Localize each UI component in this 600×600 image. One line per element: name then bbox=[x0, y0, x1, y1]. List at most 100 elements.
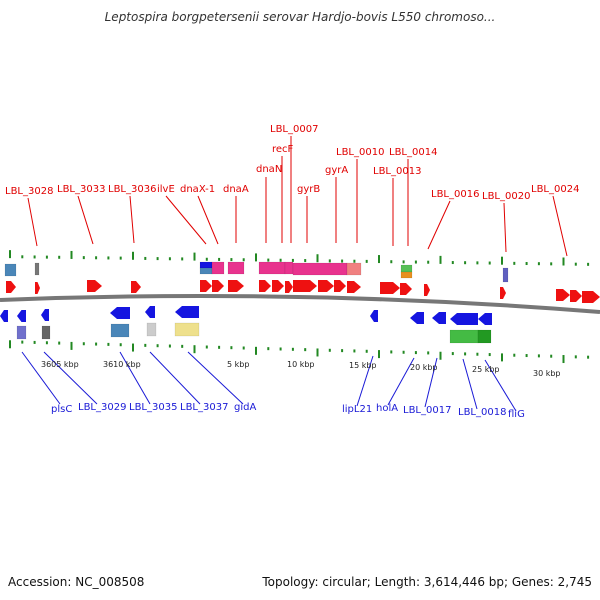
reverse-gene-arrow bbox=[145, 306, 155, 318]
forward-gene-arrow bbox=[259, 280, 271, 292]
feature-block bbox=[16, 325, 27, 340]
forward-gene-arrow bbox=[228, 280, 244, 292]
feature-block bbox=[211, 261, 225, 275]
forward-gene-arrow bbox=[272, 280, 284, 292]
gene-label-gida[interactable]: gidA bbox=[234, 402, 256, 413]
leader-line bbox=[149, 351, 201, 405]
forward-gene-arrow bbox=[35, 282, 40, 294]
gene-label-hola[interactable]: holA bbox=[376, 403, 398, 414]
gene-label-lbl-0020[interactable]: LBL_0020 bbox=[482, 191, 530, 202]
forward-gene-arrow bbox=[500, 287, 506, 299]
gene-label-gyrb[interactable]: gyrB bbox=[297, 184, 320, 195]
scale-label-3610: 3610 kbp bbox=[103, 360, 141, 369]
leader-line bbox=[187, 351, 244, 405]
scale-label-20: 20 kbp bbox=[410, 363, 438, 372]
reverse-gene-arrow bbox=[17, 310, 26, 322]
reverse-gene-arrow bbox=[410, 312, 424, 324]
scale-label-3605: 3605 kbp bbox=[41, 360, 79, 369]
leader-lines bbox=[21, 136, 568, 412]
leader-line bbox=[387, 357, 415, 406]
leader-line bbox=[552, 195, 568, 257]
leader-line bbox=[21, 351, 61, 405]
forward-gene-arrow bbox=[293, 280, 317, 292]
leader-line bbox=[424, 357, 438, 408]
feature-block bbox=[284, 261, 294, 275]
feature-block bbox=[346, 262, 362, 276]
gene-label-lbl-3028[interactable]: LBL_3028 bbox=[5, 186, 53, 197]
gene-label-lbl-0007[interactable]: LBL_0007 bbox=[270, 124, 318, 135]
gene-label-lbl-3035[interactable]: LBL_3035 bbox=[129, 402, 177, 413]
feature-block bbox=[449, 329, 479, 344]
gene-label-dnaa[interactable]: dnaA bbox=[223, 184, 249, 195]
map-title: Leptospira borgpetersenii serovar Hardjo… bbox=[104, 10, 496, 24]
gene-label-lipl21[interactable]: lipL21 bbox=[342, 404, 372, 415]
gene-label-plsc[interactable]: plsC bbox=[51, 404, 72, 415]
gene-label-flig[interactable]: fliG bbox=[508, 409, 525, 420]
gene-label-lbl-3036[interactable]: LBL_3036 bbox=[108, 184, 156, 195]
feature-block bbox=[199, 261, 213, 269]
leader-line bbox=[119, 351, 151, 405]
leader-line bbox=[197, 195, 219, 245]
leader-line bbox=[427, 200, 451, 250]
leader-line bbox=[27, 197, 38, 247]
forward-gene-arrow bbox=[285, 281, 293, 293]
gene-label-recf[interactable]: recF bbox=[272, 144, 294, 155]
feature-block bbox=[110, 323, 130, 338]
forward-gene-arrow bbox=[380, 282, 400, 294]
leader-line bbox=[77, 195, 94, 245]
forward-gene-arrow bbox=[87, 280, 102, 292]
gene-label-ilve[interactable]: ilvE bbox=[157, 184, 175, 195]
forward-gene-arrow bbox=[212, 280, 224, 292]
leader-line bbox=[165, 195, 207, 245]
leader-line bbox=[129, 195, 135, 244]
feature-block bbox=[400, 264, 413, 273]
scale-label-25: 25 kbp bbox=[472, 365, 500, 374]
accession-text: Accession: NC_008508 bbox=[8, 575, 145, 589]
leader-line bbox=[43, 351, 98, 405]
leader-line bbox=[356, 355, 374, 407]
reverse-gene-arrow bbox=[478, 313, 492, 325]
feature-block bbox=[4, 263, 17, 277]
gene-label-gyra[interactable]: gyrA bbox=[325, 165, 348, 176]
forward-gene-arrow bbox=[6, 281, 16, 293]
forward-gene-arrow bbox=[582, 291, 600, 303]
forward-gene-arrow bbox=[334, 280, 346, 292]
feature-block bbox=[199, 267, 213, 275]
reverse-gene-arrow bbox=[110, 307, 130, 319]
feature-block bbox=[146, 322, 157, 337]
scale-label-15: 15 kbp bbox=[349, 361, 377, 370]
feature-block bbox=[292, 262, 348, 276]
backbone bbox=[0, 294, 600, 314]
feature-blocks bbox=[4, 261, 509, 344]
feature-block bbox=[258, 261, 286, 275]
feature-block bbox=[34, 262, 40, 276]
gene-label-lbl-0017[interactable]: LBL_0017 bbox=[403, 405, 451, 416]
forward-genes bbox=[6, 280, 600, 303]
gene-label-lbl-0014[interactable]: LBL_0014 bbox=[389, 147, 437, 158]
forward-gene-arrow bbox=[424, 284, 430, 296]
feature-block bbox=[41, 325, 51, 340]
gene-label-lbl-0016[interactable]: LBL_0016 bbox=[431, 189, 479, 200]
feature-block bbox=[400, 271, 413, 279]
gene-label-lbl-0024[interactable]: LBL_0024 bbox=[531, 184, 579, 195]
gene-label-lbl-3037[interactable]: LBL_3037 bbox=[180, 402, 228, 413]
gene-label-lbl-3033[interactable]: LBL_3033 bbox=[57, 184, 105, 195]
gene-label-dnax-1[interactable]: dnaX-1 bbox=[180, 184, 215, 195]
forward-gene-arrow bbox=[347, 281, 361, 293]
gene-label-lbl-3029[interactable]: LBL_3029 bbox=[78, 402, 126, 413]
forward-gene-arrow bbox=[318, 280, 334, 292]
gene-label-lbl-0013[interactable]: LBL_0013 bbox=[373, 166, 421, 177]
reverse-genes bbox=[0, 306, 492, 325]
gene-label-lbl-0018[interactable]: LBL_0018 bbox=[458, 407, 506, 418]
leader-line bbox=[484, 359, 517, 412]
scale-label-5: 5 kbp bbox=[227, 360, 249, 369]
gene-label-lbl-0010[interactable]: LBL_0010 bbox=[336, 147, 384, 158]
forward-gene-arrow bbox=[200, 280, 212, 292]
tick-marks bbox=[9, 250, 590, 364]
forward-gene-arrow bbox=[556, 289, 570, 301]
reverse-gene-arrow bbox=[0, 310, 8, 322]
reverse-gene-arrow bbox=[432, 312, 446, 324]
scale-label-30: 30 kbp bbox=[533, 369, 561, 378]
gene-label-dnan[interactable]: dnaN bbox=[256, 164, 282, 175]
